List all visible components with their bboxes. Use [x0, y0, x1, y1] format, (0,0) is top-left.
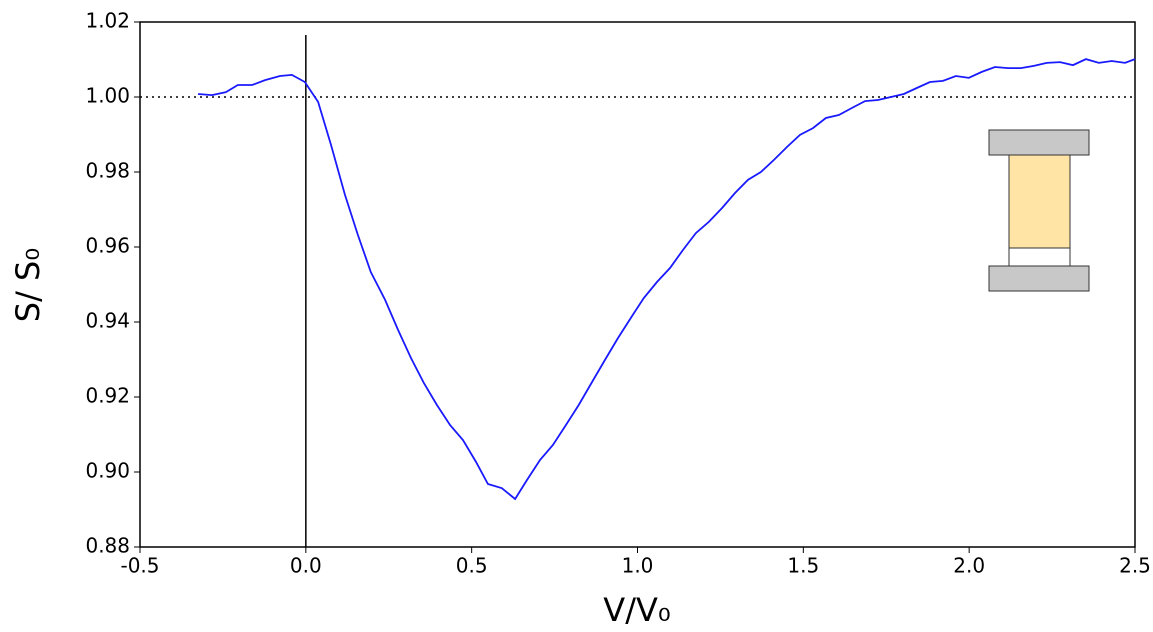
inset-diagram [988, 129, 1090, 292]
x-tick-label: 0.0 [290, 554, 322, 578]
y-tick-label: 0.92 [85, 384, 130, 408]
y-tick-label: 1.00 [85, 84, 130, 108]
y-tick-label: 0.90 [85, 459, 130, 483]
x-tick-label: 2.0 [953, 554, 985, 578]
x-tick-label: -0.5 [120, 554, 159, 578]
y-tick-label: 0.98 [85, 159, 130, 183]
y-tick-label: 1.02 [85, 9, 130, 33]
y-tick-label: 0.96 [85, 234, 130, 258]
x-tick-label: 1.0 [622, 554, 654, 578]
inset-fill [1008, 154, 1071, 249]
x-tick-label: 2.5 [1119, 554, 1151, 578]
x-tick-label: 1.5 [787, 554, 819, 578]
y-tick-label: 0.88 [85, 534, 130, 558]
x-tick-label: 0.5 [456, 554, 488, 578]
inset-gap [1008, 247, 1071, 267]
inset-plate [988, 265, 1090, 292]
x-axis-label: V/V₀ [603, 591, 670, 629]
y-axis-label: S/ S₀ [9, 248, 47, 322]
inset-plate [988, 129, 1090, 156]
y-tick-label: 0.94 [85, 309, 130, 333]
plot-frame [139, 21, 1136, 548]
data-line [197, 58, 1136, 501]
